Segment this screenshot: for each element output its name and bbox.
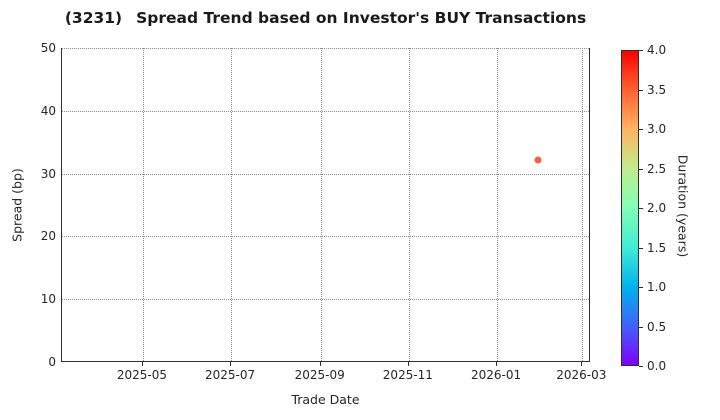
x-gridline-2026-03 [582,48,584,361]
y-gridline-20 [62,236,589,238]
y-gridline-10 [62,299,589,301]
y-gridline-30 [62,173,589,175]
colorbar-tick-label-0.0: 0.0 [647,359,667,373]
colorbar-tick-mark-4.0 [639,50,643,51]
colorbar-tick-label-4.0: 4.0 [647,43,667,57]
colorbar-tick-label-1.0: 1.0 [647,280,667,294]
x-tick-mark-2025-05 [141,362,143,366]
x-tick-mark-2026-01 [496,362,498,366]
colorbar-tick-mark-1.5 [639,247,643,249]
colorbar-tick-mark-2.5 [639,168,643,170]
colorbar-label: Duration (years) [675,154,691,258]
chart-title: (3231) Spread Trend based on Investor's B… [61,9,590,27]
x-tick-label-2026-01: 2026-01 [470,368,522,382]
x-tick-label-2025-05: 2025-05 [116,368,167,382]
plot-area [61,48,590,362]
x-tick-label-2025-07: 2025-07 [205,368,256,382]
y-tick-label-20: 20 [40,229,56,244]
x-tick-label-2025-09: 2025-09 [294,368,345,382]
y-tick-label-40: 40 [40,103,56,118]
y-gridline-50 [62,48,589,49]
colorbar-tick-mark-3.5 [639,89,643,91]
x-gridline-2026-01 [497,48,499,361]
scatter-point-0 [534,156,542,164]
x-gridline-2025-07 [231,48,233,361]
colorbar-tick-mark-0.5 [639,326,643,328]
x-tick-mark-2026-03 [581,362,583,366]
colorbar-tick-mark-2.0 [639,208,643,209]
colorbar-tick-label-3.0: 3.0 [647,122,667,136]
colorbar-tick-label-2.5: 2.5 [647,161,667,176]
x-tick-label-2026-03: 2026-03 [556,368,607,382]
y-gridline-40 [62,110,589,112]
colorbar-tick-mark-1.0 [639,287,643,288]
x-axis-label: Trade Date [291,392,360,407]
x-gridline-2025-05 [142,48,144,361]
x-tick-mark-2025-09 [319,362,321,366]
chart-title-code: (3231) [64,9,123,27]
y-tick-label-30: 30 [40,166,56,181]
chart-title-text: Spread Trend based on Investor's BUY Tra… [136,9,587,27]
x-tick-label-2025-11: 2025-11 [382,368,433,382]
colorbar-tick-label-1.5: 1.5 [647,240,667,255]
colorbar-tick-label-3.5: 3.5 [647,82,667,97]
x-tick-mark-2025-07 [230,362,232,366]
colorbar-tick-label-2.0: 2.0 [647,201,667,215]
colorbar-tick-label-0.5: 0.5 [647,319,667,334]
y-tick-label-0: 0 [48,355,56,369]
colorbar [621,50,639,366]
colorbar-tick-mark-3.0 [639,129,643,130]
colorbar-tick-mark-0.0 [639,366,643,367]
x-tick-mark-2025-11 [407,362,409,366]
x-gridline-2025-09 [320,48,322,361]
y-tick-label-10: 10 [40,292,56,307]
y-tick-label-50: 50 [40,41,56,55]
x-gridline-2025-11 [408,48,410,361]
